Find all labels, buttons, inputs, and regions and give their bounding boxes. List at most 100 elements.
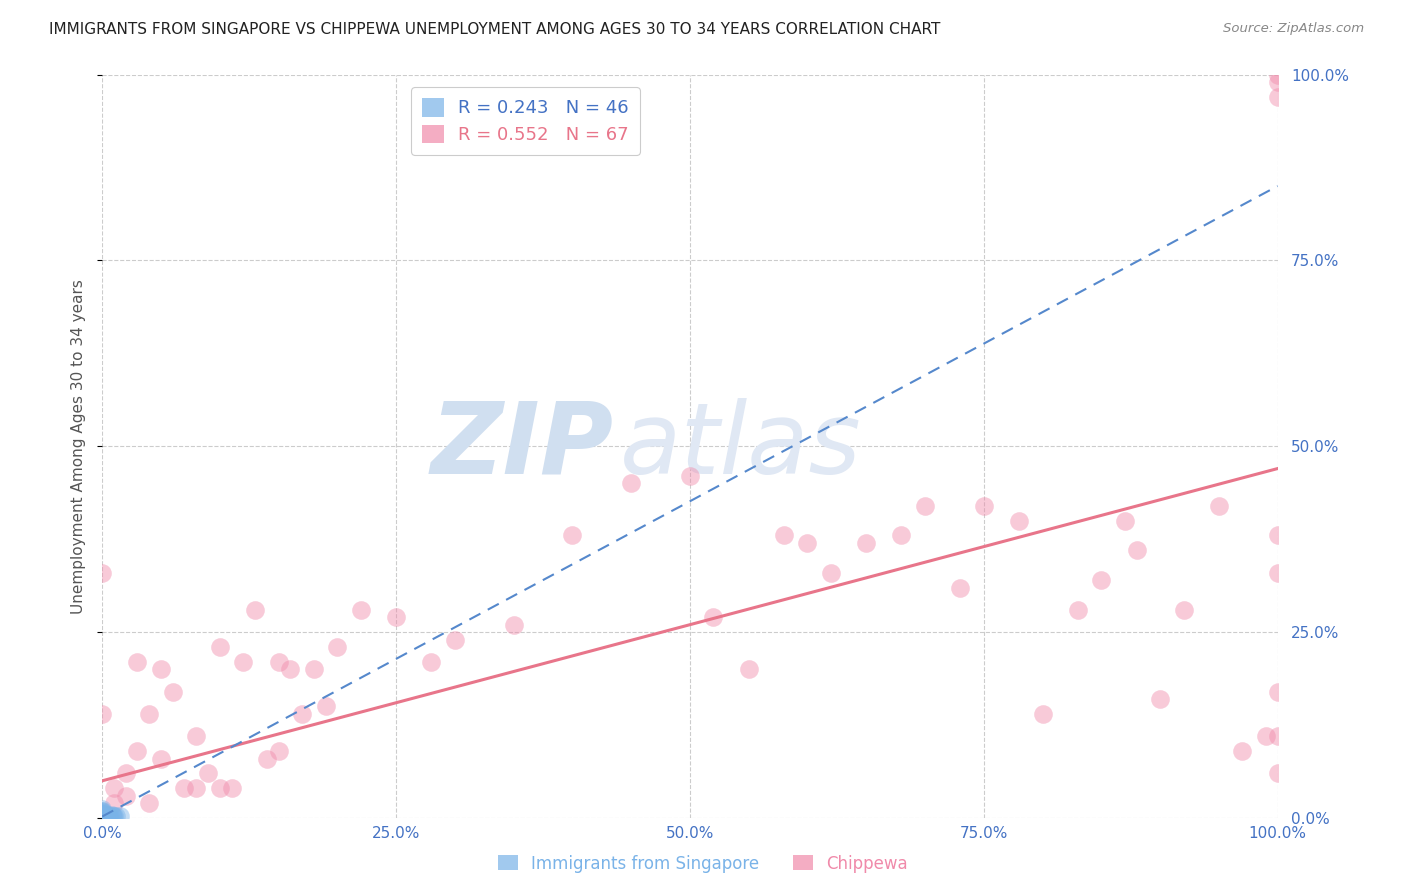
- Point: [221, 781, 243, 796]
- Point: [91, 811, 114, 825]
- Point: [267, 655, 290, 669]
- Point: [1031, 706, 1053, 721]
- Point: [114, 766, 136, 780]
- Point: [98, 809, 121, 823]
- Point: [91, 811, 114, 825]
- Point: [93, 811, 115, 825]
- Point: [267, 744, 290, 758]
- Point: [702, 610, 724, 624]
- Point: [93, 810, 115, 824]
- Point: [1232, 744, 1254, 758]
- Point: [208, 640, 231, 654]
- Legend: R = 0.243   N = 46, R = 0.552   N = 67: R = 0.243 N = 46, R = 0.552 N = 67: [411, 87, 640, 155]
- Point: [100, 809, 122, 823]
- Point: [256, 751, 278, 765]
- Point: [100, 808, 122, 822]
- Point: [94, 811, 117, 825]
- Point: [138, 706, 160, 721]
- Point: [114, 789, 136, 803]
- Point: [96, 810, 118, 824]
- Point: [91, 809, 114, 823]
- Point: [1267, 766, 1289, 780]
- Text: IMMIGRANTS FROM SINGAPORE VS CHIPPEWA UNEMPLOYMENT AMONG AGES 30 TO 34 YEARS COR: IMMIGRANTS FROM SINGAPORE VS CHIPPEWA UN…: [49, 22, 941, 37]
- Point: [291, 706, 314, 721]
- Point: [91, 811, 114, 825]
- Point: [1125, 543, 1147, 558]
- Point: [737, 662, 759, 676]
- Point: [103, 809, 125, 823]
- Point: [91, 811, 114, 825]
- Point: [91, 811, 114, 825]
- Point: [91, 807, 114, 822]
- Point: [1008, 514, 1031, 528]
- Point: [91, 805, 114, 820]
- Point: [186, 729, 208, 743]
- Point: [91, 706, 114, 721]
- Point: [91, 811, 114, 825]
- Point: [1208, 499, 1230, 513]
- Point: [105, 809, 128, 823]
- Point: [149, 662, 172, 676]
- Point: [173, 781, 195, 796]
- Legend: Immigrants from Singapore, Chippewa: Immigrants from Singapore, Chippewa: [492, 848, 914, 880]
- Point: [315, 699, 337, 714]
- Point: [1173, 603, 1195, 617]
- Point: [138, 796, 160, 810]
- Point: [1267, 90, 1289, 104]
- Point: [91, 811, 114, 825]
- Point: [1090, 573, 1112, 587]
- Point: [443, 632, 465, 647]
- Point: [93, 810, 115, 824]
- Point: [127, 744, 149, 758]
- Point: [149, 751, 172, 765]
- Point: [91, 807, 114, 822]
- Point: [91, 811, 114, 825]
- Point: [93, 809, 115, 823]
- Point: [91, 808, 114, 822]
- Point: [103, 796, 125, 810]
- Point: [103, 781, 125, 796]
- Point: [1114, 514, 1136, 528]
- Point: [620, 476, 643, 491]
- Point: [91, 811, 114, 825]
- Point: [197, 766, 219, 780]
- Point: [94, 809, 117, 823]
- Point: [91, 811, 114, 825]
- Point: [101, 809, 124, 823]
- Point: [796, 536, 818, 550]
- Point: [1267, 566, 1289, 580]
- Point: [108, 809, 131, 823]
- Point: [973, 499, 995, 513]
- Point: [91, 805, 114, 819]
- Text: Source: ZipAtlas.com: Source: ZipAtlas.com: [1223, 22, 1364, 36]
- Point: [127, 655, 149, 669]
- Point: [91, 566, 114, 580]
- Point: [97, 809, 120, 823]
- Point: [1067, 603, 1090, 617]
- Point: [679, 469, 702, 483]
- Point: [91, 809, 114, 823]
- Point: [1267, 684, 1289, 698]
- Point: [890, 528, 912, 542]
- Point: [1267, 68, 1289, 82]
- Point: [96, 809, 118, 823]
- Point: [162, 684, 184, 698]
- Point: [914, 499, 936, 513]
- Point: [350, 603, 373, 617]
- Point: [91, 802, 114, 816]
- Point: [385, 610, 408, 624]
- Point: [91, 806, 114, 821]
- Point: [773, 528, 796, 542]
- Point: [1149, 692, 1171, 706]
- Point: [97, 808, 120, 822]
- Point: [91, 808, 114, 822]
- Point: [91, 811, 114, 825]
- Point: [243, 603, 266, 617]
- Point: [1254, 729, 1277, 743]
- Point: [94, 809, 117, 823]
- Text: ZIP: ZIP: [430, 398, 613, 495]
- Y-axis label: Unemployment Among Ages 30 to 34 years: Unemployment Among Ages 30 to 34 years: [72, 279, 86, 614]
- Point: [561, 528, 583, 542]
- Point: [326, 640, 349, 654]
- Point: [91, 811, 114, 825]
